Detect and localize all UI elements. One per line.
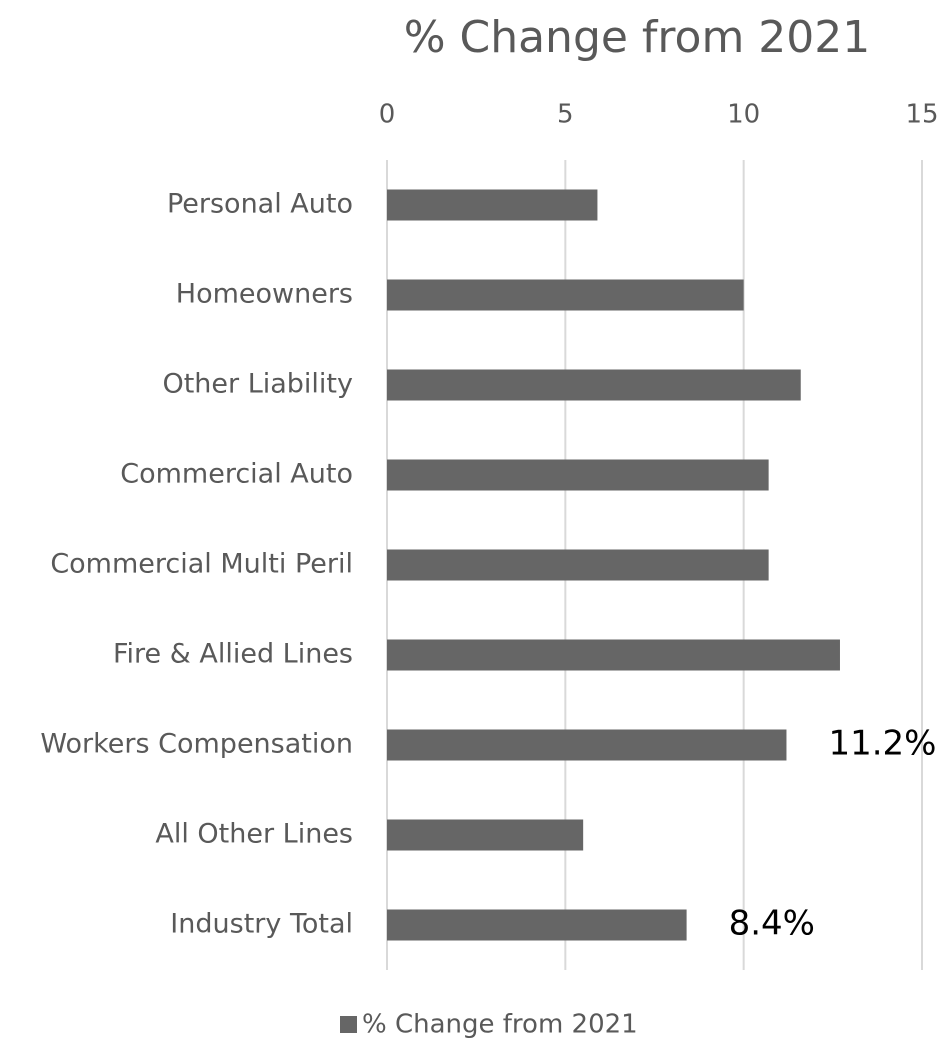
y-tick-label: Fire & Allied Lines — [113, 639, 353, 670]
bar — [387, 369, 801, 401]
bar — [387, 189, 598, 221]
y-tick-label: Other Liability — [162, 369, 353, 400]
bar — [387, 819, 584, 851]
bar — [387, 729, 787, 761]
bar — [387, 459, 769, 491]
bar — [387, 279, 744, 311]
y-tick-label: Workers Compensation — [40, 729, 353, 760]
y-tick-label: All Other Lines — [155, 819, 353, 850]
x-tick-label: 5 — [557, 100, 574, 130]
bar — [387, 639, 840, 671]
x-tick-label: 15 — [905, 100, 938, 130]
data-label: 8.4% — [729, 904, 815, 944]
y-tick-label: Industry Total — [170, 909, 353, 940]
x-tick-label: 10 — [727, 100, 760, 130]
data-label: 11.2% — [828, 724, 936, 764]
y-tick-label: Personal Auto — [167, 189, 353, 220]
bar — [387, 549, 769, 581]
bar — [387, 909, 687, 941]
y-tick-label: Commercial Multi Peril — [50, 549, 353, 580]
chart-title: % Change from 2021 — [404, 12, 871, 63]
y-tick-label: Homeowners — [176, 279, 353, 310]
x-tick-label: 0 — [379, 100, 396, 130]
legend-swatch — [340, 1016, 357, 1033]
legend-label: % Change from 2021 — [362, 1010, 638, 1040]
y-tick-label: Commercial Auto — [120, 459, 353, 490]
